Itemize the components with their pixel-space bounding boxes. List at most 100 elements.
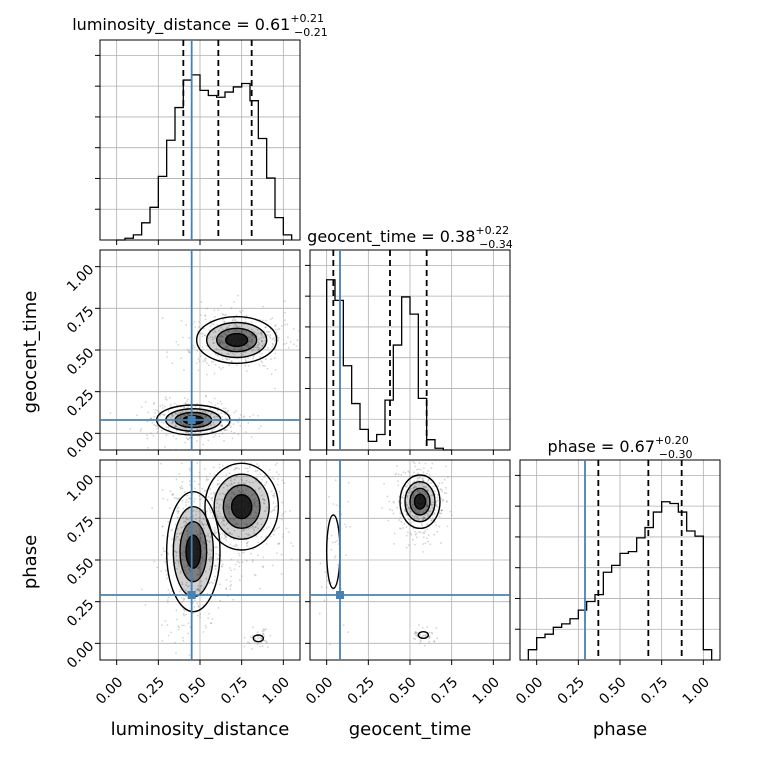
sample-point <box>226 347 229 350</box>
sample-point <box>196 602 199 605</box>
sample-point <box>210 492 213 495</box>
sample-point <box>292 545 294 547</box>
sample-point <box>135 414 138 417</box>
sample-point <box>257 635 259 638</box>
sample-point <box>210 581 213 584</box>
sample-point <box>176 510 179 513</box>
sample-point <box>403 522 406 525</box>
sample-point <box>424 513 426 516</box>
sample-point <box>235 314 238 317</box>
sample-point <box>239 425 242 427</box>
sample-point <box>171 494 174 497</box>
sample-point <box>216 515 219 518</box>
sample-point <box>208 507 211 510</box>
sample-point <box>274 369 277 371</box>
sample-point <box>254 574 257 577</box>
sample-point <box>235 475 238 478</box>
sample-point <box>424 486 427 488</box>
sample-point <box>399 516 402 519</box>
sample-point <box>196 588 199 591</box>
sample-point <box>196 573 199 576</box>
sample-point <box>181 410 183 413</box>
sample-point <box>185 437 188 439</box>
sample-point <box>198 498 201 501</box>
sample-point <box>229 439 231 441</box>
sample-point <box>411 503 414 506</box>
sample-point <box>185 581 188 584</box>
sample-point <box>237 482 240 484</box>
sample-point <box>254 525 257 528</box>
sample-point <box>186 413 189 416</box>
sample-point <box>285 342 288 345</box>
sample-point <box>222 519 225 522</box>
sample-point <box>407 482 410 485</box>
sample-point <box>183 597 185 600</box>
sample-point <box>206 539 209 542</box>
y-tick-label: 0.25 <box>64 597 97 630</box>
sample-point <box>400 473 403 476</box>
sample-point <box>302 564 304 566</box>
sample-point <box>230 477 233 480</box>
sample-point <box>218 504 221 507</box>
sample-point <box>177 509 180 512</box>
sample-point <box>232 423 235 426</box>
sample-point <box>250 338 253 341</box>
sample-point <box>225 535 228 537</box>
sample-point <box>407 470 410 473</box>
sample-point <box>204 334 206 337</box>
x-tick-label: 0.75 <box>638 674 671 707</box>
sample-point <box>397 500 400 503</box>
sample-point <box>436 637 439 640</box>
sample-point <box>229 543 232 546</box>
sample-point <box>217 554 220 557</box>
sample-point <box>153 423 156 426</box>
sample-point <box>167 410 170 412</box>
sample-point <box>260 334 263 337</box>
sample-point <box>240 330 243 333</box>
sample-point <box>234 523 236 526</box>
sample-point <box>216 502 219 505</box>
sample-point <box>244 317 247 320</box>
sample-point <box>181 601 183 604</box>
sample-point <box>212 331 215 334</box>
sample-point <box>239 491 241 493</box>
sample-point <box>215 347 218 350</box>
x-tick-label: 0.50 <box>386 674 419 707</box>
sample-point <box>219 583 222 586</box>
sample-point <box>246 370 248 372</box>
sample-point <box>433 533 436 536</box>
sample-point <box>257 504 260 507</box>
sample-point <box>203 415 206 418</box>
sample-point <box>222 407 225 410</box>
sample-point <box>156 425 158 428</box>
sample-point <box>213 531 216 534</box>
sample-point <box>259 473 262 476</box>
sample-point <box>221 328 224 331</box>
sample-point <box>196 402 198 405</box>
sample-point <box>162 550 165 553</box>
sample-point <box>204 334 206 336</box>
sample-point <box>215 513 218 516</box>
sample-point <box>419 640 422 643</box>
sample-point <box>276 483 279 486</box>
sample-point <box>225 535 227 538</box>
sample-point <box>212 323 215 326</box>
sample-point <box>162 497 165 500</box>
sample-point <box>193 509 196 512</box>
sample-point <box>251 525 254 528</box>
sample-point <box>222 523 225 526</box>
sample-point <box>406 531 409 534</box>
sample-point <box>183 406 186 409</box>
sample-point <box>426 481 429 483</box>
sample-point <box>175 425 178 428</box>
sample-point <box>177 628 180 631</box>
sample-point <box>186 494 189 497</box>
sample-point <box>436 496 439 499</box>
sample-point <box>214 337 217 339</box>
sample-point <box>236 325 238 328</box>
sample-point <box>194 487 196 490</box>
sample-point <box>196 533 199 536</box>
sample-point <box>174 441 176 443</box>
sample-point <box>428 640 431 643</box>
sample-point <box>246 541 249 544</box>
